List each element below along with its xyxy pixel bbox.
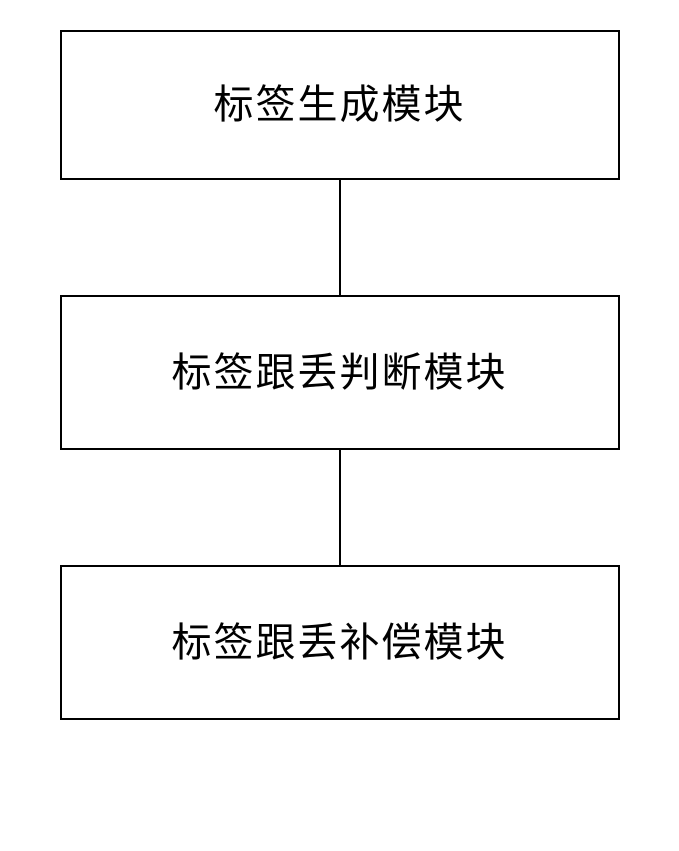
flowchart-edge-1 <box>339 180 341 295</box>
node-label: 标签跟丢判断模块 <box>172 349 508 397</box>
flowchart-node-1: 标签生成模块 <box>60 30 620 180</box>
node-label: 标签生成模块 <box>214 81 466 129</box>
flowchart-container: 标签生成模块 标签跟丢判断模块 标签跟丢补偿模块 <box>60 30 620 720</box>
flowchart-edge-2 <box>339 450 341 565</box>
node-label: 标签跟丢补偿模块 <box>172 619 508 667</box>
flowchart-node-2: 标签跟丢判断模块 <box>60 295 620 450</box>
flowchart-node-3: 标签跟丢补偿模块 <box>60 565 620 720</box>
